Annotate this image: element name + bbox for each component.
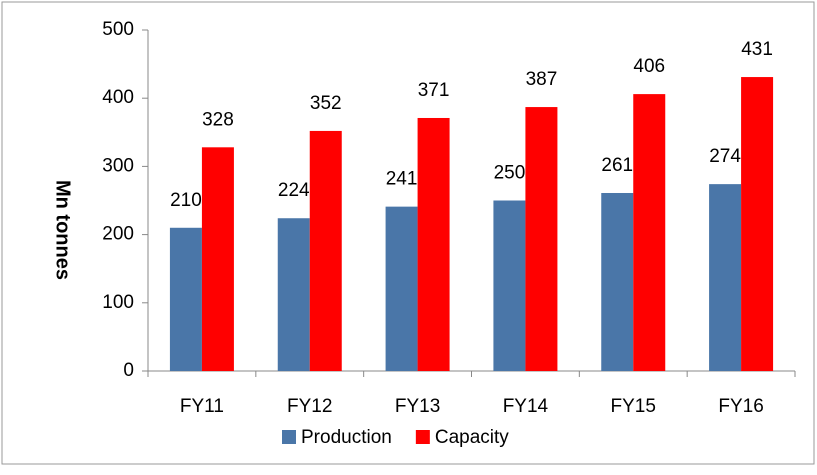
bar [601,192,634,371]
data-label: 250 [494,163,526,184]
bar [277,218,310,371]
data-label: 224 [278,180,310,201]
y-tick-label: 300 [102,155,134,176]
data-label: 406 [633,56,665,77]
data-label: 352 [310,93,342,114]
data-label: 371 [418,80,450,101]
y-tick-label: 400 [102,87,134,108]
data-label: 241 [386,169,418,190]
data-label: 328 [202,109,234,130]
x-tick-label: FY16 [718,396,763,417]
x-tick-label: FY13 [395,396,440,417]
y-tick-label: 0 [123,360,134,381]
bar [169,227,202,371]
y-axis-label: Mn tonnes [52,180,74,280]
legend-label: Capacity [435,427,509,448]
legend-label: Production [301,427,392,448]
x-tick-label: FY12 [287,396,332,417]
data-label: 431 [741,39,773,60]
bar [493,200,526,371]
data-label: 261 [601,155,633,176]
bar [201,147,234,371]
bar [309,130,342,371]
y-tick-label: 500 [102,19,134,40]
bar [633,94,666,371]
y-tick-label: 100 [102,292,134,313]
x-tick-label: FY15 [611,396,656,417]
bar [709,184,742,371]
x-tick-label: FY14 [503,396,549,417]
bar [741,77,774,372]
data-label: 274 [709,146,741,167]
bar [525,107,558,371]
x-tick-label: FY11 [180,396,224,417]
bar [417,117,450,371]
legend-swatch [415,430,430,444]
y-tick-label: 200 [102,224,134,245]
bar [385,206,418,371]
legend-swatch [282,430,296,444]
data-label: 210 [170,190,202,211]
data-label: 387 [526,69,558,90]
